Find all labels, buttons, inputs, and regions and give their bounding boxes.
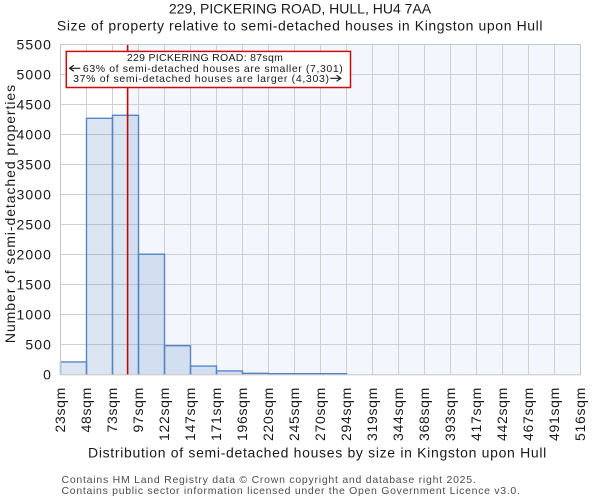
svg-text:417sqm: 417sqm <box>468 387 484 441</box>
svg-text:48sqm: 48sqm <box>78 387 94 433</box>
svg-text:516sqm: 516sqm <box>572 387 588 441</box>
svg-text:Distribution of semi-detached: Distribution of semi-detached houses by … <box>88 445 547 461</box>
svg-text:1500: 1500 <box>16 277 52 293</box>
svg-text:319sqm: 319sqm <box>364 387 380 441</box>
svg-text:3500: 3500 <box>16 157 52 173</box>
svg-text:2500: 2500 <box>16 217 52 233</box>
svg-text:Contains public sector informa: Contains public sector information licen… <box>62 485 521 497</box>
svg-text:2000: 2000 <box>16 247 52 263</box>
svg-text:0: 0 <box>43 367 52 383</box>
svg-text:Number of semi-detached proper: Number of semi-detached properties <box>2 84 18 343</box>
svg-text:Size of property relative to s: Size of property relative to semi-detach… <box>57 17 543 33</box>
svg-text:294sqm: 294sqm <box>338 387 354 441</box>
svg-text:23sqm: 23sqm <box>52 387 68 433</box>
svg-text:393sqm: 393sqm <box>442 387 458 441</box>
svg-text:4500: 4500 <box>16 97 52 113</box>
svg-text:3000: 3000 <box>16 187 52 203</box>
svg-text:500: 500 <box>25 337 52 353</box>
svg-text:467sqm: 467sqm <box>520 387 536 441</box>
svg-text:491sqm: 491sqm <box>546 387 562 441</box>
svg-text:122sqm: 122sqm <box>156 387 172 441</box>
svg-text:1000: 1000 <box>16 307 52 323</box>
svg-text:442sqm: 442sqm <box>494 387 510 441</box>
svg-text:63% of semi-detached houses ar: 63% of semi-detached houses are smaller … <box>83 63 344 75</box>
svg-text:Contains HM Land Registry data: Contains HM Land Registry data © Crown c… <box>62 474 477 486</box>
svg-text:196sqm: 196sqm <box>234 387 250 441</box>
svg-text:73sqm: 73sqm <box>104 387 120 433</box>
svg-text:344sqm: 344sqm <box>390 387 406 441</box>
svg-text:368sqm: 368sqm <box>416 387 432 441</box>
svg-text:147sqm: 147sqm <box>182 387 198 441</box>
svg-text:220sqm: 220sqm <box>260 387 276 441</box>
svg-text:171sqm: 171sqm <box>208 387 224 441</box>
svg-text:229 PICKERING ROAD: 87sqm: 229 PICKERING ROAD: 87sqm <box>127 52 283 64</box>
svg-text:270sqm: 270sqm <box>312 387 328 441</box>
svg-text:5000: 5000 <box>16 67 52 83</box>
svg-text:4000: 4000 <box>16 127 52 143</box>
svg-text:5500: 5500 <box>16 37 52 53</box>
svg-text:37% of semi-detached houses ar: 37% of semi-detached houses are larger (… <box>73 73 330 85</box>
svg-text:245sqm: 245sqm <box>286 387 302 441</box>
svg-text:97sqm: 97sqm <box>130 387 146 433</box>
svg-text:229, PICKERING ROAD, HULL, HU4: 229, PICKERING ROAD, HULL, HU4 7AA <box>169 1 432 17</box>
